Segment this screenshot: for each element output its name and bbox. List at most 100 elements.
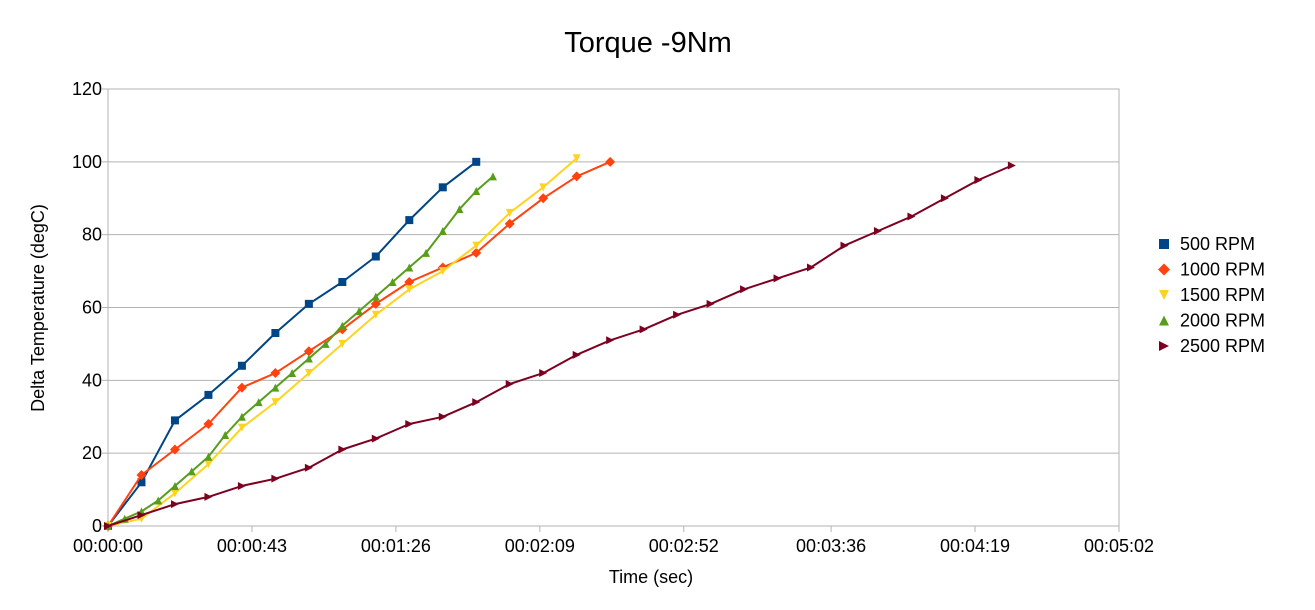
data-point bbox=[405, 216, 414, 225]
data-point bbox=[472, 241, 481, 250]
data-point bbox=[170, 500, 179, 509]
legend: 500 RPM 1000 RPM 1500 RPM 2000 RPM 2500 RPM bbox=[1158, 234, 1265, 356]
series-line bbox=[107, 161, 477, 527]
data-point bbox=[237, 361, 246, 370]
data-point bbox=[571, 171, 582, 182]
data-point bbox=[371, 292, 380, 301]
series-2000-rpm bbox=[104, 172, 497, 530]
data-point bbox=[471, 247, 482, 258]
data-point bbox=[304, 299, 313, 308]
data-point bbox=[187, 467, 196, 476]
data-point bbox=[270, 368, 281, 379]
data-point bbox=[455, 205, 464, 214]
data-point bbox=[236, 382, 247, 393]
series-1500-rpm bbox=[104, 154, 581, 530]
data-point bbox=[974, 176, 983, 185]
data-point bbox=[303, 346, 314, 357]
data-point bbox=[271, 383, 280, 392]
data-point bbox=[304, 463, 313, 472]
data-point bbox=[338, 321, 347, 330]
legend-label: 2000 RPM bbox=[1180, 311, 1265, 331]
data-point bbox=[438, 267, 447, 276]
data-point bbox=[371, 310, 380, 319]
legend-item: 2500 RPM bbox=[1159, 336, 1265, 356]
data-point bbox=[405, 285, 414, 294]
x-tick-label: 00:03:36 bbox=[796, 536, 866, 556]
legend-label: 1500 RPM bbox=[1180, 285, 1265, 305]
legend-label: 2500 RPM bbox=[1180, 336, 1265, 356]
data-point bbox=[505, 208, 514, 217]
data-point bbox=[472, 398, 481, 407]
data-point bbox=[488, 172, 497, 181]
data-point bbox=[237, 481, 246, 490]
data-point bbox=[204, 390, 213, 399]
data-point bbox=[169, 444, 180, 455]
series-line bbox=[107, 160, 611, 527]
data-point bbox=[204, 452, 213, 461]
data-point bbox=[137, 478, 146, 487]
series-2500-rpm bbox=[104, 161, 1016, 530]
data-point bbox=[873, 227, 882, 236]
legend-marker bbox=[1159, 290, 1169, 300]
data-point bbox=[237, 423, 246, 432]
data-point bbox=[371, 252, 380, 261]
data-point bbox=[170, 489, 179, 498]
x-tick-label: 00:01:26 bbox=[361, 536, 431, 556]
data-point bbox=[606, 336, 615, 345]
x-tick-label: 00:00:43 bbox=[217, 536, 287, 556]
data-point bbox=[338, 278, 347, 287]
data-point bbox=[807, 263, 816, 272]
series-layer bbox=[103, 154, 1016, 531]
data-point bbox=[472, 186, 481, 195]
data-point bbox=[539, 369, 548, 378]
data-point bbox=[773, 274, 782, 283]
legend-marker bbox=[1158, 263, 1170, 276]
data-point bbox=[840, 241, 849, 250]
data-point bbox=[472, 157, 481, 166]
data-point bbox=[538, 193, 549, 204]
y-tick-label: 80 bbox=[82, 225, 102, 245]
data-point bbox=[304, 354, 313, 363]
data-point bbox=[237, 412, 246, 421]
data-point bbox=[504, 218, 515, 229]
data-point bbox=[338, 445, 347, 454]
data-point bbox=[405, 263, 414, 272]
data-point bbox=[706, 299, 715, 308]
data-point bbox=[740, 285, 749, 294]
data-point bbox=[404, 277, 415, 288]
legend-item: 1500 RPM bbox=[1159, 285, 1265, 305]
data-point bbox=[271, 474, 280, 483]
data-point bbox=[271, 398, 280, 407]
data-point bbox=[321, 339, 330, 348]
data-point bbox=[438, 183, 447, 192]
data-point bbox=[572, 154, 581, 163]
y-tick-label: 120 bbox=[72, 79, 102, 99]
data-point bbox=[422, 248, 431, 257]
legend-label: 500 RPM bbox=[1180, 234, 1255, 254]
grid bbox=[108, 88, 1119, 527]
y-tick-label: 100 bbox=[72, 152, 102, 172]
data-point bbox=[907, 212, 916, 221]
data-point bbox=[170, 416, 179, 425]
data-point bbox=[355, 307, 364, 316]
data-point bbox=[136, 470, 147, 481]
y-tick-label: 40 bbox=[82, 370, 102, 390]
legend-marker bbox=[1159, 341, 1169, 351]
data-point bbox=[539, 183, 548, 192]
data-point bbox=[388, 278, 397, 287]
data-point bbox=[438, 227, 447, 236]
y-axis-ticks: 0 20 40 60 80 100 120 bbox=[72, 79, 108, 536]
series-1000-rpm bbox=[103, 156, 616, 531]
legend-marker bbox=[1159, 239, 1169, 249]
data-point bbox=[288, 369, 297, 378]
y-tick-label: 60 bbox=[82, 298, 102, 318]
x-tick-label: 00:02:52 bbox=[649, 536, 719, 556]
data-point bbox=[221, 430, 230, 439]
data-point bbox=[940, 194, 949, 203]
chart-title: Torque -9Nm bbox=[564, 27, 732, 59]
legend-item: 500 RPM bbox=[1159, 234, 1255, 254]
y-axis-title: Delta Temperature (degC) bbox=[28, 204, 48, 412]
data-point bbox=[371, 434, 380, 443]
x-tick-label: 00:05:02 bbox=[1084, 536, 1154, 556]
